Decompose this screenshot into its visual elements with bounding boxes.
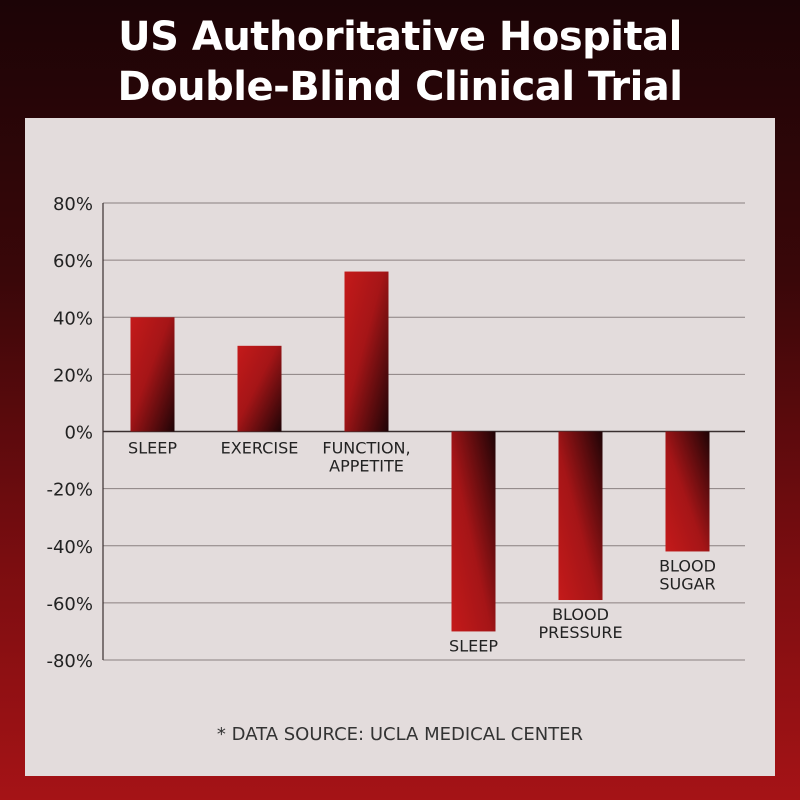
chart-panel: [25, 118, 775, 776]
y-tick-label: 60%: [53, 251, 93, 272]
category-label: BLOOD SUGAR: [659, 556, 716, 593]
title-line-1: US Authoritative Hospital: [118, 14, 682, 60]
y-tick-label: -80%: [46, 651, 93, 672]
category-label: FUNCTION, APPETITE: [322, 439, 410, 476]
y-axis-tick-labels: 80% 60% 40% 20% 0% -20% -40% -60% -80%: [46, 194, 93, 672]
y-tick-label: 0%: [64, 423, 93, 444]
category-label: BLOOD PRESSURE: [538, 605, 622, 642]
category-labels: SLEEP EXERCISE FUNCTION, APPETITE SLEEP BLOOD…: [128, 439, 716, 656]
y-tick-label: -20%: [46, 480, 93, 501]
category-label: EXERCISE: [221, 439, 299, 458]
y-tick-label: -60%: [46, 594, 93, 615]
bar-blood-pressure: [558, 431, 603, 601]
category-label: SLEEP: [449, 636, 498, 655]
y-tick-label: 80%: [53, 194, 93, 215]
grid-lines: [103, 202, 745, 661]
bars: [130, 271, 710, 632]
y-tick-label: -40%: [46, 537, 93, 558]
y-tick-label: 40%: [53, 308, 93, 329]
bar-sleep: [130, 317, 175, 432]
bar-sleep: [451, 431, 496, 632]
bar-exercise: [237, 345, 282, 432]
chart-title: US Authoritative Hospital Double-Blind C…: [0, 12, 800, 112]
data-source-note: * DATA SOURCE: UCLA MEDICAL CENTER: [216, 724, 584, 745]
bar-function-appetite: [344, 271, 389, 432]
y-tick-label: 20%: [53, 365, 93, 386]
bar-blood-sugar: [665, 431, 710, 552]
title-line-2: Double-Blind Clinical Trial: [117, 64, 683, 110]
category-label: SLEEP: [128, 439, 177, 458]
